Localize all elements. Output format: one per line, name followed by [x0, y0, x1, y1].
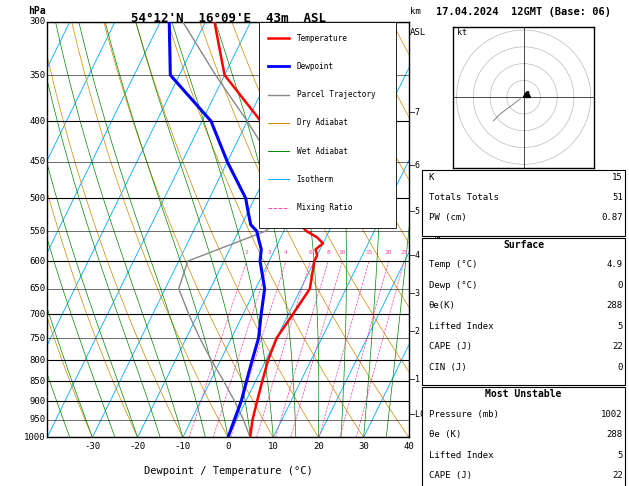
Text: 288: 288 [606, 301, 623, 311]
Text: θe (K): θe (K) [429, 430, 461, 439]
Text: –6: –6 [409, 161, 420, 170]
Text: 450: 450 [29, 157, 45, 166]
FancyBboxPatch shape [423, 238, 625, 385]
Text: 900: 900 [29, 397, 45, 405]
Text: 288: 288 [606, 430, 623, 439]
Text: Dewpoint: Dewpoint [297, 62, 334, 71]
Text: 700: 700 [29, 310, 45, 319]
Text: –4: –4 [409, 251, 420, 260]
Text: –7: –7 [409, 108, 420, 117]
Text: 1002: 1002 [601, 410, 623, 419]
Text: Dry Adiabat: Dry Adiabat [297, 119, 348, 127]
Text: 10: 10 [268, 442, 279, 451]
Text: 800: 800 [29, 356, 45, 365]
FancyBboxPatch shape [423, 170, 625, 236]
Text: Lifted Index: Lifted Index [429, 451, 493, 460]
Text: K: K [429, 173, 434, 182]
Text: –LCL: –LCL [409, 410, 430, 419]
Text: 600: 600 [29, 257, 45, 265]
Text: kt: kt [457, 28, 467, 37]
Text: Parcel Trajectory: Parcel Trajectory [297, 90, 376, 99]
Text: -20: -20 [130, 442, 146, 451]
Text: 400: 400 [29, 117, 45, 126]
Text: 0: 0 [617, 281, 623, 290]
Text: 850: 850 [29, 377, 45, 386]
Text: 0: 0 [225, 442, 231, 451]
Text: 30: 30 [359, 442, 369, 451]
Text: 3: 3 [267, 250, 271, 255]
Text: Lifted Index: Lifted Index [429, 322, 493, 331]
Text: 54°12'N  16°09'E  43m  ASL: 54°12'N 16°09'E 43m ASL [130, 12, 326, 25]
Text: 550: 550 [29, 226, 45, 236]
Text: 350: 350 [29, 70, 45, 80]
Text: km: km [409, 7, 420, 16]
Text: 17.04.2024  12GMT (Base: 06): 17.04.2024 12GMT (Base: 06) [436, 7, 611, 17]
Text: Totals Totals: Totals Totals [429, 193, 499, 202]
Text: 25: 25 [401, 250, 408, 255]
Text: PW (cm): PW (cm) [429, 213, 467, 223]
Text: 40: 40 [403, 442, 415, 451]
Text: 20: 20 [385, 250, 392, 255]
Text: 1000: 1000 [24, 433, 45, 442]
Text: θe(K): θe(K) [429, 301, 455, 311]
Text: Dewp (°C): Dewp (°C) [429, 281, 477, 290]
Text: hPa: hPa [28, 6, 45, 16]
Text: –2: –2 [409, 327, 420, 336]
Text: 4.9: 4.9 [606, 260, 623, 270]
Text: 5: 5 [617, 322, 623, 331]
Text: 500: 500 [29, 194, 45, 203]
Text: 950: 950 [29, 415, 45, 424]
FancyBboxPatch shape [259, 22, 396, 228]
Text: 20: 20 [313, 442, 324, 451]
Text: Isotherm: Isotherm [297, 175, 334, 184]
Text: 6: 6 [308, 250, 312, 255]
Text: Mixing Ratio (g/kg): Mixing Ratio (g/kg) [434, 178, 443, 281]
Text: 0.87: 0.87 [601, 213, 623, 223]
Text: CIN (J): CIN (J) [429, 363, 467, 372]
Text: 650: 650 [29, 284, 45, 293]
Text: 750: 750 [29, 333, 45, 343]
Text: ASL: ASL [409, 28, 426, 37]
Text: -30: -30 [84, 442, 101, 451]
Text: 22: 22 [612, 471, 623, 480]
Text: 5: 5 [617, 451, 623, 460]
Text: Dewpoint / Temperature (°C): Dewpoint / Temperature (°C) [143, 467, 313, 476]
Text: Most Unstable: Most Unstable [486, 389, 562, 399]
Text: 8: 8 [326, 250, 330, 255]
FancyBboxPatch shape [423, 387, 625, 486]
Text: Surface: Surface [503, 240, 544, 250]
Text: 10: 10 [338, 250, 346, 255]
Text: –1: –1 [409, 375, 420, 384]
Text: CAPE (J): CAPE (J) [429, 471, 472, 480]
Text: -10: -10 [175, 442, 191, 451]
Text: 51: 51 [612, 193, 623, 202]
Text: Temp (°C): Temp (°C) [429, 260, 477, 270]
Text: Wet Adiabat: Wet Adiabat [297, 147, 348, 156]
Text: Mixing Ratio: Mixing Ratio [297, 203, 352, 212]
Text: 2: 2 [245, 250, 248, 255]
Text: 15: 15 [365, 250, 373, 255]
Text: Pressure (mb): Pressure (mb) [429, 410, 499, 419]
Text: 300: 300 [29, 17, 45, 26]
Text: CAPE (J): CAPE (J) [429, 342, 472, 351]
Text: 0: 0 [617, 363, 623, 372]
Text: –3: –3 [409, 290, 420, 298]
Text: Temperature: Temperature [297, 34, 348, 43]
Text: 4: 4 [284, 250, 288, 255]
Text: 22: 22 [612, 342, 623, 351]
Text: –5: –5 [409, 207, 420, 216]
Text: 15: 15 [612, 173, 623, 182]
